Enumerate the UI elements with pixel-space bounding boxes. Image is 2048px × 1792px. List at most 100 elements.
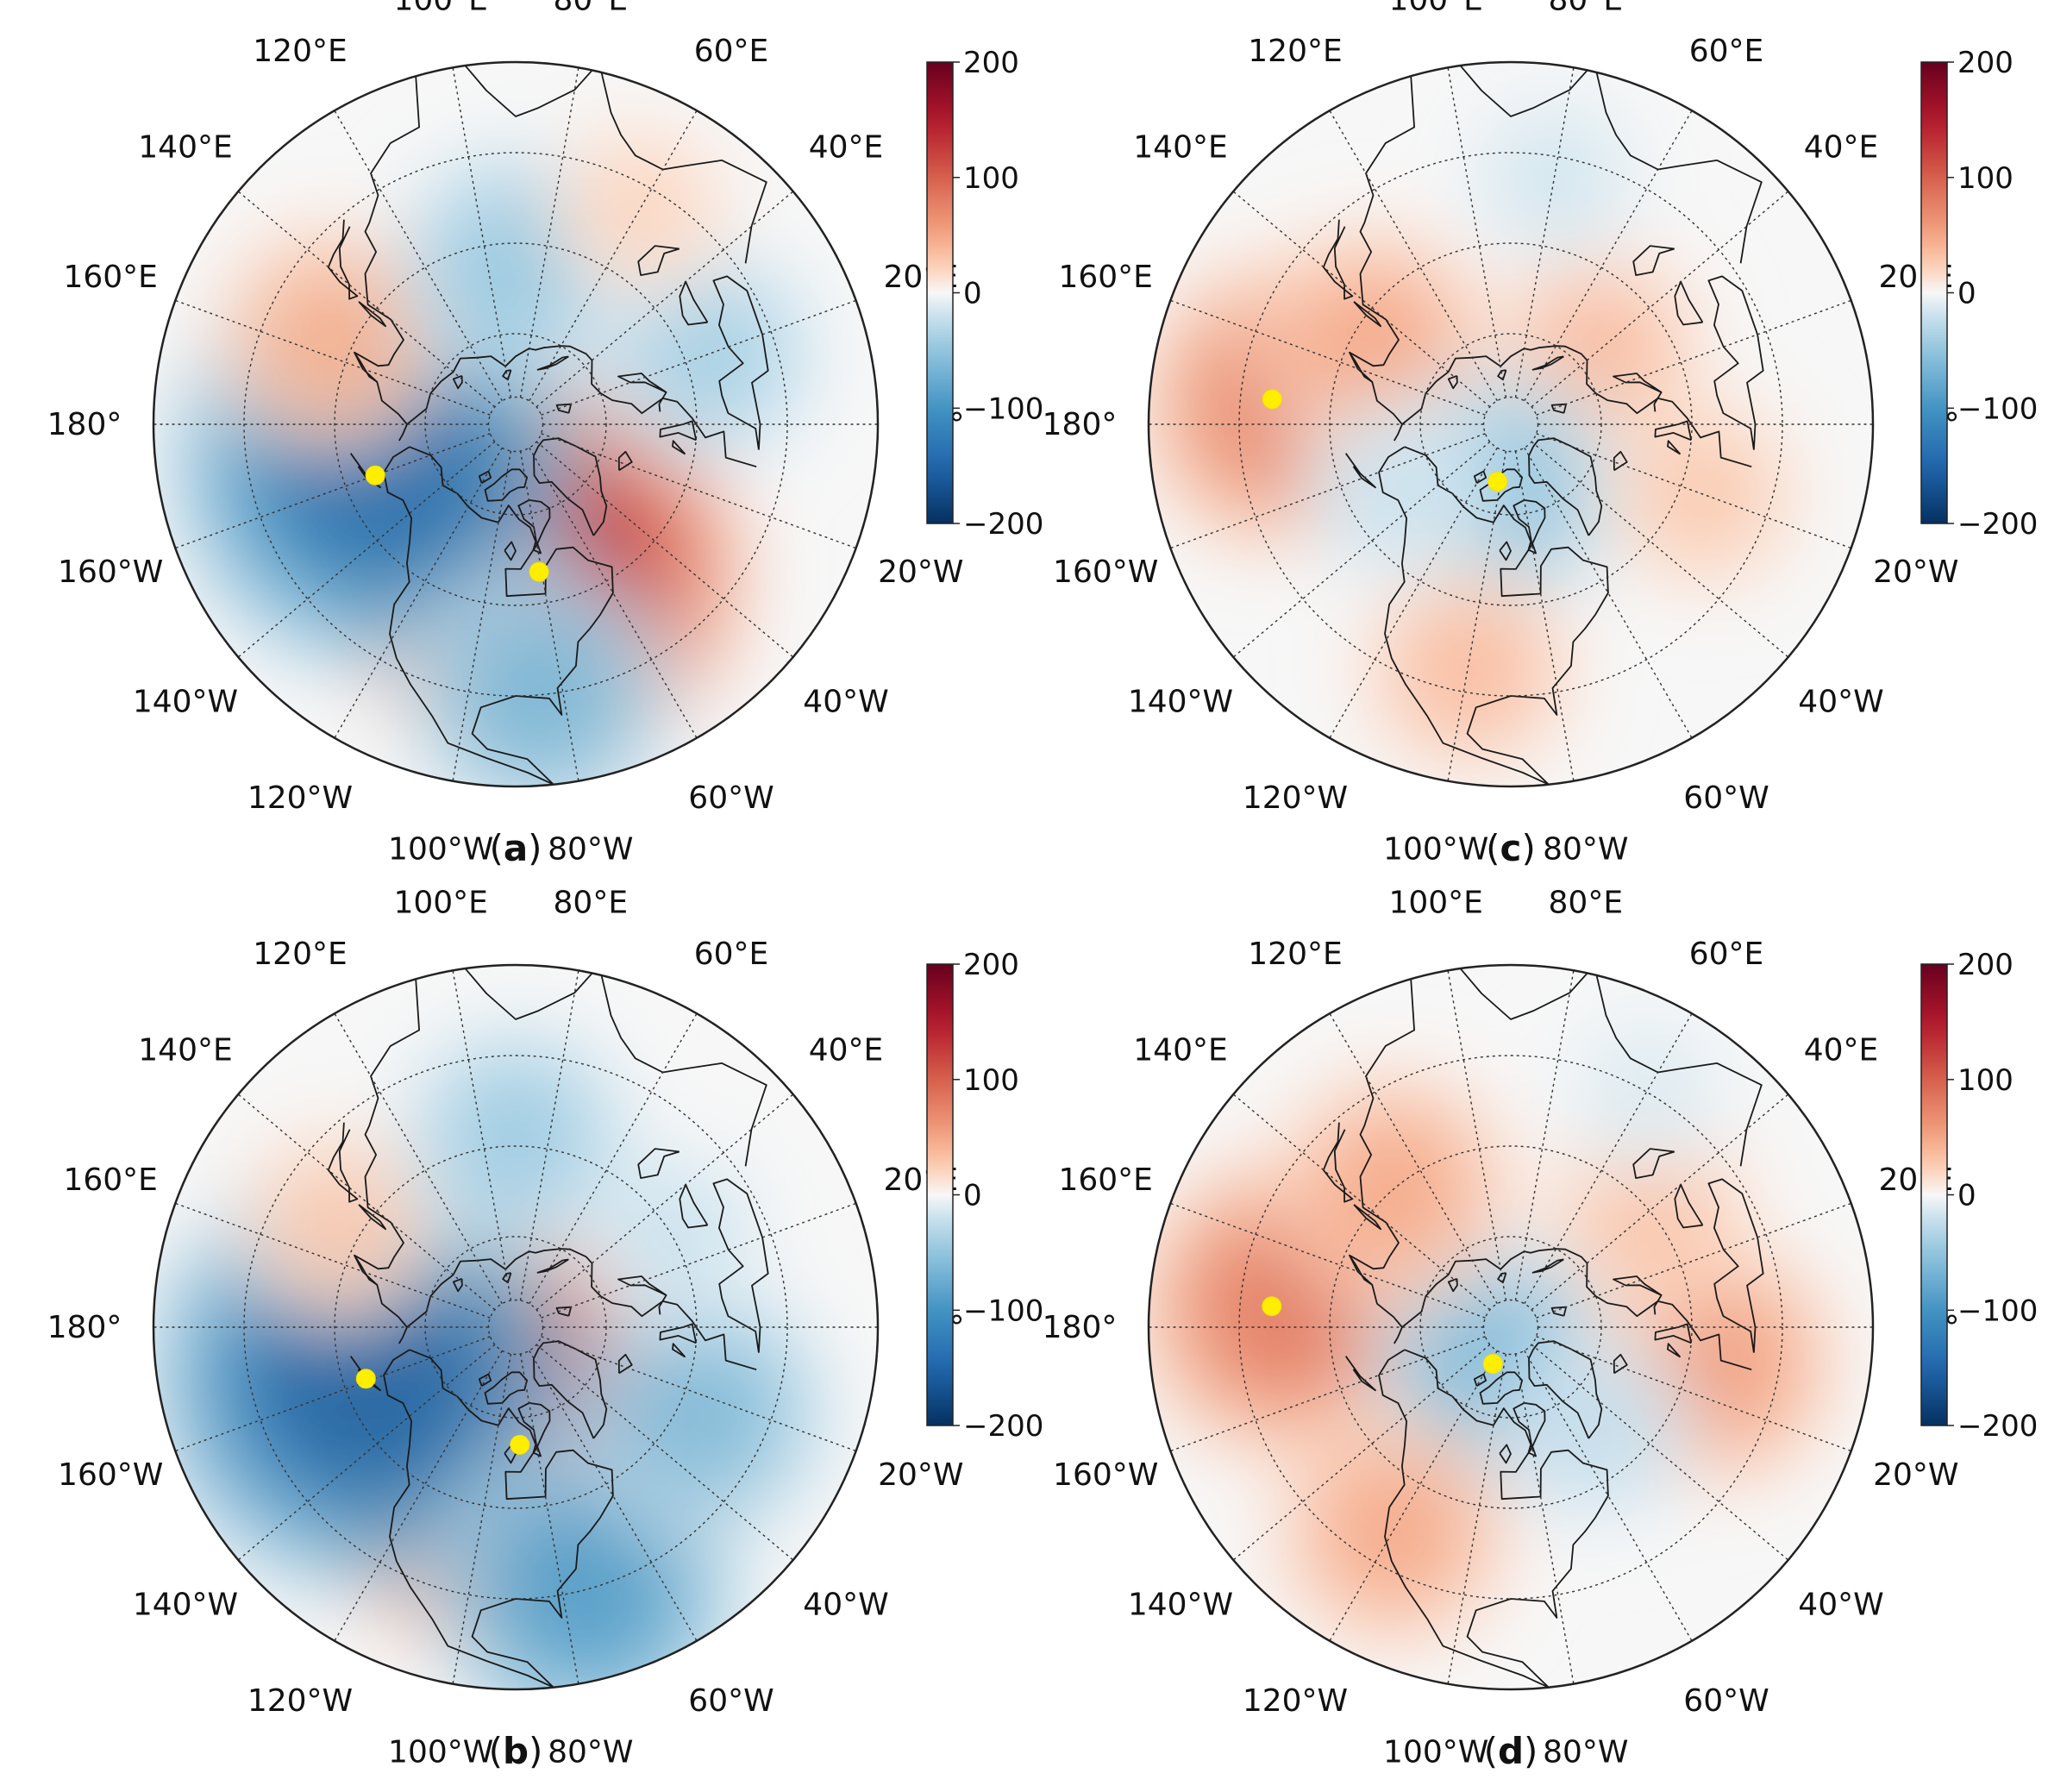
parallel-50: [334, 1145, 698, 1509]
field-blobs: [1149, 999, 1846, 1658]
coastline-22: [1632, 1148, 1675, 1179]
coastline-17: [1447, 1277, 1458, 1293]
coastline-7: [398, 1248, 757, 1371]
meridian--40: [1531, 1344, 1789, 1561]
colorbar-tick-label-c-0: 200: [1957, 46, 2014, 80]
coastline-24: [1527, 539, 1537, 555]
lon-label-d--140: 140°W: [1128, 1587, 1233, 1622]
meridian-80: [1514, 970, 1575, 1301]
meridian-160: [1170, 1202, 1486, 1319]
coastline-3: [1513, 1402, 1546, 1448]
coastline-21: [679, 1183, 709, 1229]
coastline-20: [1707, 1178, 1764, 1353]
coastline-17: [452, 1277, 463, 1293]
map-boundary-c: [1147, 60, 1875, 788]
meridian--80: [519, 450, 579, 781]
anomaly-field-a: [153, 62, 878, 786]
coastline-2: [1528, 437, 1603, 536]
coastline-1: [1378, 446, 1550, 786]
coastline-21: [1674, 280, 1704, 326]
colorbar-c: 200 100 0 −100 −200: [1920, 46, 2038, 542]
meridian-120: [1329, 1012, 1498, 1305]
marker-d-0: [1262, 1296, 1282, 1317]
lon-label-b--120: 120°W: [247, 1683, 353, 1719]
meridian-40: [535, 191, 794, 408]
coastline-4: [1479, 1371, 1523, 1405]
parallel-50: [334, 242, 698, 606]
colorbar-tick-label-b-4: −200: [963, 1409, 1043, 1444]
colorbar-gradient-b: [926, 963, 954, 1426]
colorbar-tick-label-c-1: 100: [1957, 161, 2014, 196]
meridian-120: [334, 110, 503, 402]
coastline-10: [617, 373, 667, 412]
panel-label-b: (b): [489, 1730, 543, 1772]
coastline-14: [555, 1306, 572, 1317]
colorbar-tick-label-b-2: 0: [963, 1179, 982, 1213]
coastline-25: [1344, 453, 1376, 489]
lon-label-c-180: 180°: [1043, 407, 1118, 442]
field-anchor-3-layer-1: [1333, 1471, 1453, 1591]
coastline-0: [409, 1349, 614, 1689]
coastline-11: [659, 1323, 698, 1344]
colorbar-tick-label-a-3: −100: [963, 392, 1043, 426]
coastline-10: [1613, 373, 1663, 412]
lon-label-c--60: 60°W: [1683, 780, 1769, 816]
lon-label-a-60: 60°E: [694, 34, 769, 69]
colorbar-gradient-a: [926, 61, 954, 524]
coastline-16: [502, 1272, 512, 1284]
coastline-24: [532, 539, 542, 555]
coastline-0: [1404, 1349, 1609, 1689]
lon-label-b-120: 120°E: [253, 937, 347, 972]
coastline-25: [349, 453, 381, 489]
meridian-40: [1531, 1093, 1789, 1311]
coastline-7: [398, 345, 757, 468]
coastline-15: [1531, 355, 1564, 371]
marker-a-1: [529, 561, 549, 582]
coastline-8: [1349, 76, 1415, 425]
meridian--80: [1514, 450, 1575, 781]
lon-label-c-120: 120°E: [1248, 34, 1342, 69]
lon-label-c--160: 160°W: [1053, 555, 1158, 590]
lon-label-a-100: 100°E: [393, 0, 487, 18]
colorbar-tick-label-b-3: −100: [963, 1294, 1043, 1328]
field-anchor-1-layer-1: [1314, 285, 1433, 404]
lon-label-c--40: 40°W: [1798, 684, 1883, 719]
coastline-15: [536, 355, 569, 371]
colorbar-tick-label-a-1: 100: [963, 161, 1019, 196]
coastline-3: [1513, 499, 1546, 545]
coastline-3: [517, 1402, 551, 1448]
colorbar-gradient-d: [1920, 963, 1948, 1426]
lon-label-c-40: 40°E: [1804, 130, 1879, 166]
meridian--120: [334, 1350, 503, 1642]
anomaly-field-d: [1149, 965, 1873, 1689]
lon-label-b--60: 60°W: [688, 1683, 773, 1719]
lon-label-a-80: 80°E: [554, 0, 629, 18]
lon-label-d-80: 80°E: [1549, 886, 1624, 921]
meridian--160: [175, 433, 491, 549]
lon-label-d--20: 20°W: [1873, 1457, 1958, 1493]
lon-label-d--40: 40°W: [1798, 1587, 1883, 1622]
coastline-8: [354, 76, 420, 425]
coastline-8: [354, 979, 420, 1328]
field-anchor-6-layer-1: [1346, 445, 1440, 539]
lon-label-d-160: 160°E: [1058, 1162, 1152, 1198]
colorbar-tick-label-c-2: 0: [1957, 277, 1976, 311]
coastline-21: [1674, 1183, 1704, 1229]
lon-label-b-140: 140°E: [138, 1033, 232, 1068]
field-anchor-2-layer-1: [509, 1513, 663, 1667]
coastline-7: [1394, 345, 1752, 468]
panel-label-c-letter: c: [1500, 827, 1522, 869]
panel-label-d-letter: d: [1498, 1730, 1524, 1772]
panel-label-a-letter: a: [504, 827, 528, 869]
meridian-120: [334, 1012, 503, 1305]
meridian--140: [237, 1344, 496, 1561]
lon-label-d--120: 120°W: [1243, 1683, 1348, 1719]
coastline-17: [452, 374, 463, 390]
coastline-5: [1473, 470, 1487, 484]
coastline-1: [383, 1349, 554, 1689]
graticule-b: [153, 970, 878, 1684]
lon-label-a-120: 120°E: [253, 34, 347, 69]
coastline-23: [464, 62, 767, 264]
meridian-160: [1170, 299, 1486, 416]
